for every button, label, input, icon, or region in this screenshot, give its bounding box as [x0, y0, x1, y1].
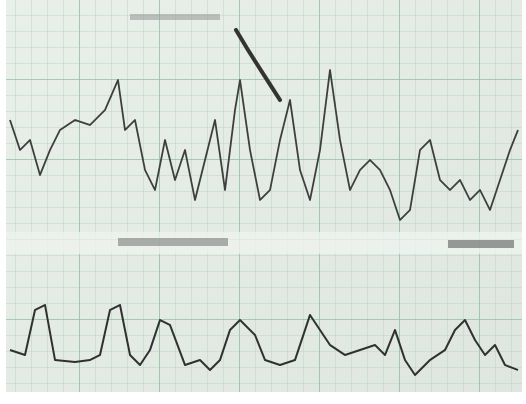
annotation-mark: [234, 28, 282, 102]
divider-band: [6, 232, 522, 254]
smudged-label: [118, 238, 228, 246]
upper-trace: [9, 69, 519, 221]
smudged-label: [130, 14, 220, 20]
smudged-label: [448, 240, 514, 248]
lower-trace: [9, 304, 519, 376]
